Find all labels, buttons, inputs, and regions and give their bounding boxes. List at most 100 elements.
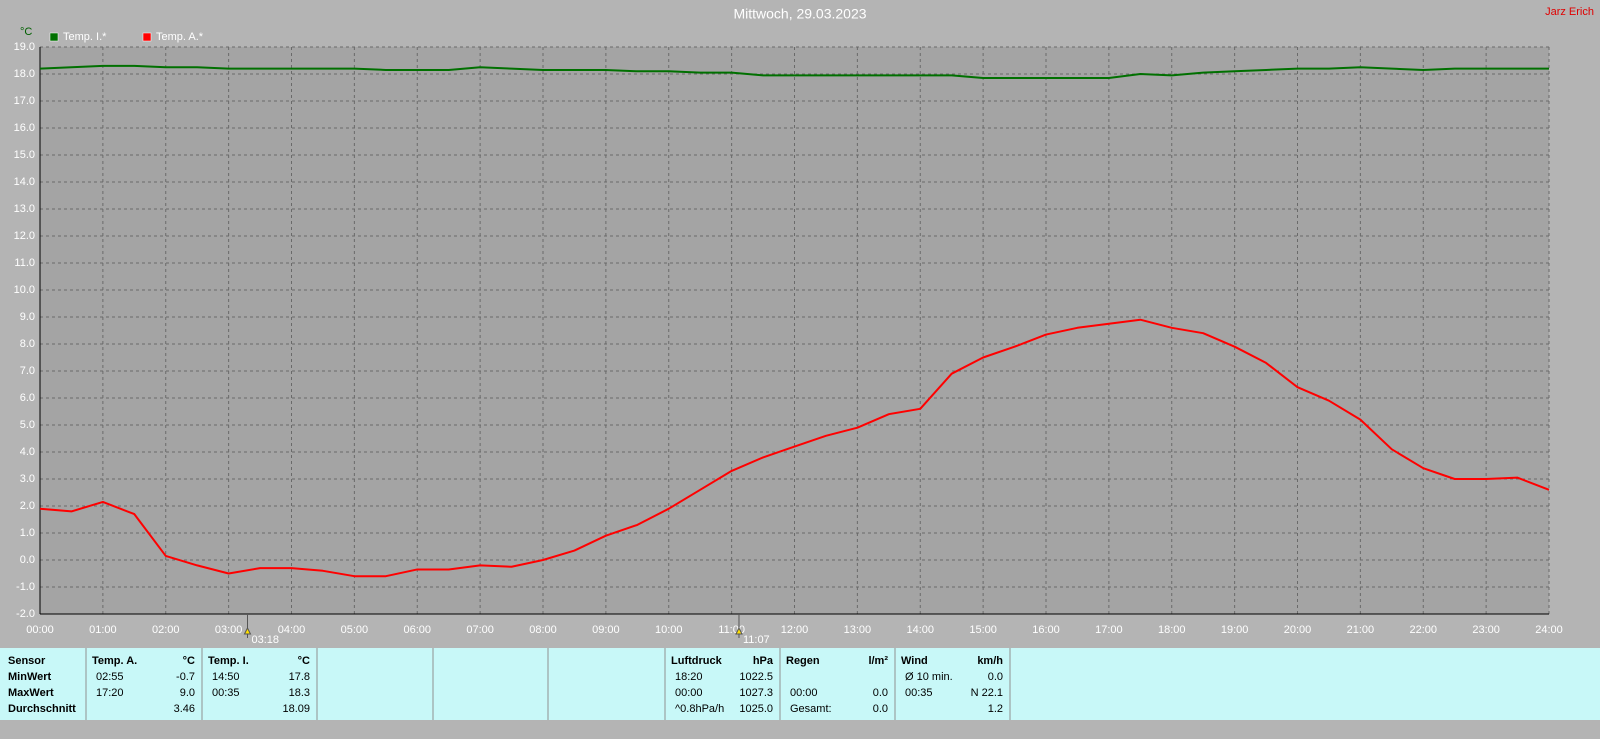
panel-header: Regen: [786, 655, 820, 667]
panel-header: Luftdruck: [671, 655, 723, 667]
x-tick-label: 10:00: [655, 624, 683, 636]
x-tick-label: 16:00: [1032, 624, 1060, 636]
x-tick-label: 09:00: [592, 624, 620, 636]
x-tick-label: 17:00: [1095, 624, 1123, 636]
x-tick-label: 23:00: [1472, 624, 1500, 636]
x-tick-label: 21:00: [1347, 624, 1375, 636]
cell-value: 0.0: [873, 703, 888, 715]
panel-unit: hPa: [753, 655, 774, 667]
cell-value: 9.0: [180, 687, 195, 699]
row-label: Durchschnitt: [8, 703, 76, 715]
y-tick-label: 5.0: [20, 419, 35, 431]
cell-value: 18.3: [289, 687, 310, 699]
x-tick-label: 15:00: [969, 624, 997, 636]
y-tick-label: 15.0: [14, 149, 35, 161]
y-tick-label: 19.0: [14, 41, 35, 53]
x-tick-label: 07:00: [466, 624, 494, 636]
cell-label: 14:50: [212, 671, 240, 683]
legend-label: Temp. A.*: [156, 31, 204, 43]
x-tick-label: 24:00: [1535, 624, 1563, 636]
y-tick-label: 7.0: [20, 365, 35, 377]
x-tick-label: 04:00: [278, 624, 306, 636]
legend-label: Temp. I.*: [63, 31, 107, 43]
cell-label: 00:35: [905, 687, 933, 699]
series-line: [39, 64, 1549, 80]
x-tick-label: 02:00: [152, 624, 180, 636]
y-tick-label: 6.0: [20, 392, 35, 404]
row-label: Sensor: [8, 655, 46, 667]
panel-unit: km/h: [977, 655, 1003, 667]
cell-value: 1.2: [988, 703, 1003, 715]
y-tick-label: 18.0: [14, 68, 35, 80]
cell-value: 0.0: [873, 687, 888, 699]
legend-swatch: [49, 32, 59, 42]
y-tick-label: 4.0: [20, 446, 35, 458]
y-tick-label: 8.0: [20, 338, 35, 350]
x-tick-label: 13:00: [844, 624, 872, 636]
cell-value: N 22.1: [971, 687, 1003, 699]
x-tick-label: 20:00: [1284, 624, 1312, 636]
marker-icon: [735, 626, 743, 635]
y-tick-label: 11.0: [14, 257, 35, 269]
cell-value: 1025.0: [739, 703, 773, 715]
row-label: MinWert: [8, 671, 52, 683]
y-tick-label: 14.0: [14, 176, 35, 188]
y-tick-label: 13.0: [14, 203, 35, 215]
chart-title: Mittwoch, 29.03.2023: [733, 6, 866, 22]
cell-label: ^0.8hPa/h: [675, 703, 724, 715]
x-tick-label: 19:00: [1221, 624, 1249, 636]
y-tick-label: 17.0: [14, 95, 35, 107]
y-tick-label: -2.0: [16, 608, 35, 620]
x-tick-label: 22:00: [1409, 624, 1437, 636]
marker-label: 03:18: [251, 634, 279, 646]
y-tick-label: 12.0: [14, 230, 35, 242]
legend-swatch: [142, 32, 152, 42]
marker-icon: [243, 626, 252, 635]
stats-table: Sensor MinWert MaxWert Durchschnitt Temp. A.…: [0, 648, 1600, 720]
author: Jarz Erich: [1545, 6, 1594, 18]
marker-label: 11:07: [743, 634, 770, 646]
cell-label: 00:00: [790, 687, 818, 699]
x-tick-label: 14:00: [906, 624, 934, 636]
panel-unit: °C: [183, 655, 195, 667]
cell-label: 02:55: [96, 671, 124, 683]
panel-header: Temp. I.: [208, 655, 249, 667]
row-label: MaxWert: [8, 687, 54, 699]
panel-unit: °C: [298, 655, 310, 667]
table-background: [0, 648, 1600, 720]
y-tick-label: 9.0: [20, 311, 35, 323]
y-axis-label: °C: [20, 26, 32, 38]
y-tick-label: 16.0: [14, 122, 35, 134]
cell-value: 0.0: [988, 671, 1003, 683]
cell-value: 1027.3: [739, 687, 773, 699]
y-tick-label: -1.0: [16, 581, 35, 593]
cell-value: 1022.5: [739, 671, 773, 683]
series-line: [39, 318, 1550, 578]
cell-label: 18:20: [675, 671, 703, 683]
cell-value: 3.46: [174, 703, 195, 715]
x-tick-label: 18:00: [1158, 624, 1186, 636]
x-tick-label: 08:00: [529, 624, 557, 636]
cell-value: 17.8: [289, 671, 310, 683]
panel-unit: l/m²: [868, 655, 888, 667]
x-tick-label: 00:00: [26, 624, 54, 636]
cell-label: 00:35: [212, 687, 240, 699]
cell-label: Gesamt:: [790, 703, 832, 715]
y-tick-label: 1.0: [20, 527, 35, 539]
cell-value: 18.09: [282, 703, 310, 715]
cell-label: 17:20: [96, 687, 124, 699]
y-tick-label: 0.0: [20, 554, 35, 566]
x-tick-label: 03:00: [215, 624, 243, 636]
panel-header: Wind: [901, 655, 928, 667]
cell-label: Ø 10 min.: [905, 671, 953, 683]
x-tick-label: 06:00: [403, 624, 431, 636]
panel-header: Temp. A.: [92, 655, 137, 667]
x-tick-label: 12:00: [781, 624, 809, 636]
x-tick-label: 05:00: [341, 624, 369, 636]
cell-label: 00:00: [675, 687, 703, 699]
y-tick-label: 10.0: [14, 284, 35, 296]
separators: [85, 648, 1011, 720]
cell-value: -0.7: [176, 671, 195, 683]
